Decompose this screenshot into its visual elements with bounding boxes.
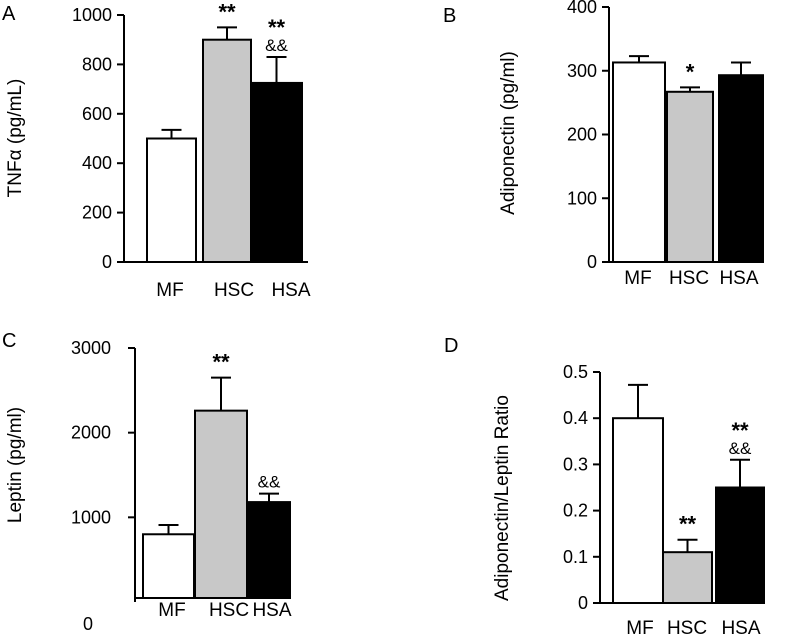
category-label-hsc: HSC [669, 268, 709, 289]
y-tick-label: 400 [82, 153, 112, 173]
significance-ampersands: && [265, 36, 288, 55]
category-label-hsc: HSC [667, 618, 707, 637]
y-tick-label: 0 [83, 614, 93, 634]
bar-mf [612, 61, 666, 264]
significance-stars: ** [731, 418, 749, 443]
bar-hsc [202, 38, 252, 264]
bar-hsa [247, 501, 291, 599]
panel-letter: C [2, 330, 16, 352]
y-tick-label: 0.1 [563, 547, 588, 567]
category-label-mf: MF [624, 268, 651, 289]
y-tick-label: 0.3 [563, 454, 588, 474]
y-tick-label: 300 [567, 61, 597, 81]
y-tick-label: 800 [82, 54, 112, 74]
y-tick-label: 2000 [71, 423, 111, 443]
bar-hsc [662, 551, 713, 604]
bar-mf [612, 417, 664, 605]
y-axis-title: Adiponectin (pg/ml) [498, 51, 519, 215]
category-label-mf: MF [626, 618, 653, 637]
category-label-hsa: HSA [719, 268, 758, 289]
category-label-hsc: HSC [209, 600, 249, 621]
bar-hsa [715, 486, 765, 604]
y-tick-label: 400 [567, 0, 597, 17]
y-tick-label: 1000 [72, 5, 112, 25]
category-label-mf: MF [158, 600, 185, 621]
y-tick-label: 0.5 [563, 362, 588, 382]
category-label-hsc: HSC [214, 280, 254, 301]
category-label-mf: MF [156, 280, 183, 301]
category-label-hsa: HSA [271, 280, 310, 301]
y-tick-label: 100 [567, 188, 597, 208]
significance-stars: ** [218, 0, 236, 24]
bar-hsc [666, 90, 714, 263]
panel-b: B 0 100 200 300 400 Adiponectin (pg/ml) MF * HSC H… [443, 0, 764, 289]
panel-letter: A [2, 3, 16, 25]
y-tick-label: 1000 [71, 507, 111, 527]
panel-letter: B [443, 5, 456, 27]
panel-letter: D [444, 335, 458, 357]
y-tick-label: 0.2 [563, 501, 588, 521]
significance-stars: * [686, 59, 695, 84]
y-tick-label: 3000 [71, 338, 111, 358]
y-axis-title: TNFα (pg/mL) [5, 79, 26, 198]
y-tick-label: 200 [567, 125, 597, 145]
bar-mf [142, 533, 195, 599]
y-axis-title: Leptin (pg/ml) [5, 407, 26, 523]
y-tick-label: 0 [102, 252, 112, 272]
bar-hsa [718, 74, 764, 264]
y-tick-label: 200 [82, 203, 112, 223]
category-label-hsa: HSA [721, 618, 760, 637]
bar-mf [146, 137, 197, 263]
panel-d: D 0 0.1 0.2 0.3 0.4 0.5 Adiponectin/Leptin Rati… [444, 335, 765, 637]
category-label-hsa: HSA [252, 600, 291, 621]
significance-stars: ** [268, 15, 286, 40]
bar-hsa [250, 81, 303, 263]
y-tick-label: 0 [578, 593, 588, 613]
significance-ampersands: && [258, 473, 281, 492]
y-tick-label: 0 [587, 252, 597, 272]
significance-stars: ** [679, 512, 697, 537]
bar-hsc [194, 409, 248, 599]
y-tick-label: 600 [82, 104, 112, 124]
panel-c: C 0 1000 2000 3000 Leptin (pg/ml) MF ** HSC && HSA [2, 330, 292, 634]
y-tick-label: 0.4 [563, 408, 588, 428]
significance-stars: ** [212, 350, 230, 375]
significance-ampersands: && [729, 439, 752, 458]
y-axis-title: Adiponectin/Leptin Ratio [492, 395, 513, 601]
